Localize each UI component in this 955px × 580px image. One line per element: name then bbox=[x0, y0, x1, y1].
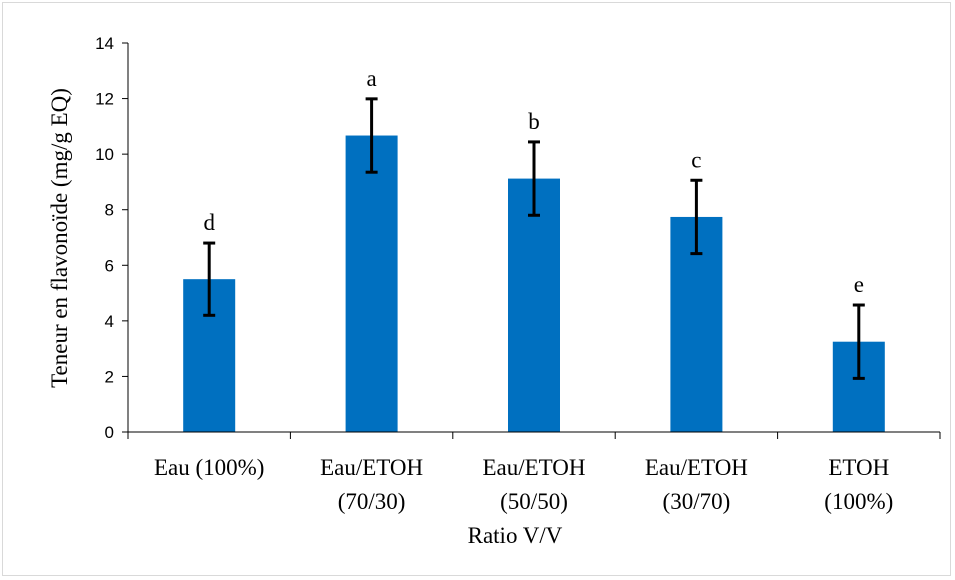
significance-letter: d bbox=[203, 210, 215, 235]
error-bars bbox=[203, 97, 865, 380]
x-tick-label: (100%) bbox=[824, 489, 893, 514]
x-tick-label: (70/30) bbox=[338, 489, 406, 514]
significance-letter: a bbox=[366, 66, 376, 91]
y-tick-label: 12 bbox=[95, 90, 114, 109]
x-tick-label: Eau/ETOH bbox=[482, 455, 585, 480]
x-tick-label: (50/50) bbox=[500, 489, 568, 514]
bar bbox=[508, 178, 560, 432]
error-bar bbox=[690, 178, 703, 256]
y-tick-label: 6 bbox=[105, 256, 114, 275]
significance-letter: e bbox=[854, 272, 864, 297]
significance-letters: d a b c e bbox=[203, 66, 863, 297]
significance-letter: c bbox=[691, 147, 701, 172]
y-tick-label: 14 bbox=[95, 34, 114, 53]
y-tick-label: 2 bbox=[105, 367, 114, 386]
significance-letter: b bbox=[528, 109, 540, 134]
y-tick-label: 4 bbox=[105, 312, 114, 331]
error-bar bbox=[365, 97, 378, 174]
y-axis-ticks: 0 2 4 6 8 10 12 14 bbox=[95, 34, 128, 442]
x-tick-label: Eau (100%) bbox=[154, 455, 265, 480]
x-tick-label: Eau/ETOH bbox=[645, 455, 748, 480]
axes bbox=[127, 43, 941, 439]
error-bar bbox=[203, 241, 216, 317]
error-bar bbox=[852, 303, 865, 380]
x-tick-label: ETOH bbox=[828, 455, 889, 480]
y-tick-label: 10 bbox=[95, 145, 114, 164]
x-tick-label: Eau/ETOH bbox=[320, 455, 423, 480]
y-tick-label: 8 bbox=[105, 201, 114, 220]
y-axis-title: Teneur en flavonoïde (mg/g EQ) bbox=[47, 88, 72, 388]
y-tick-label: 0 bbox=[105, 423, 114, 442]
x-axis-title: Ratio V/V bbox=[468, 523, 563, 548]
x-axis-tick-labels: Eau (100%) Eau/ETOH (70/30) Eau/ETOH (50/50)… bbox=[154, 455, 893, 514]
error-bar bbox=[528, 140, 540, 217]
bar bbox=[345, 135, 398, 432]
x-tick-label: (30/70) bbox=[663, 489, 731, 514]
